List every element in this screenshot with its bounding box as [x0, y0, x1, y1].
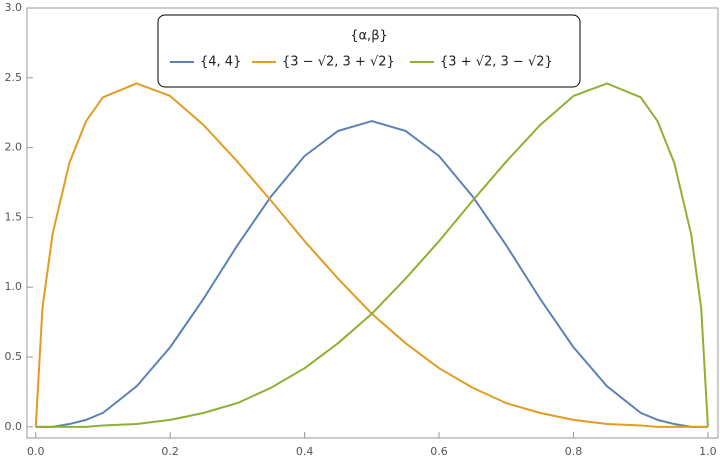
- y-tick-label: 1.0: [5, 280, 23, 293]
- y-tick-label: 2.0: [5, 141, 23, 154]
- y-tick-label: 0.5: [5, 350, 23, 363]
- x-tick-label: 0.8: [565, 445, 583, 458]
- y-tick-label: 3.0: [5, 1, 23, 14]
- line-series: [34, 82, 708, 428]
- legend-label: {3 + √2, 3 − √2}: [440, 55, 553, 70]
- line-series: [35, 82, 709, 428]
- line-series: [35, 120, 708, 428]
- x-tick-label: 0.6: [430, 445, 448, 458]
- legend: {α,β} {4, 4} {3 − √2, 3 + √2} {3 + √2, 3 − …: [157, 14, 581, 88]
- x-tick-label: 0.0: [27, 445, 45, 458]
- x-tick-label: 0.2: [161, 445, 179, 458]
- legend-title: {α,β}: [350, 29, 388, 44]
- legend-box: [157, 14, 581, 88]
- y-tick-label: 2.5: [5, 71, 23, 84]
- plot-frame: [26, 7, 719, 439]
- x-tick-label: 1.0: [699, 445, 717, 458]
- x-tick-label: 0.4: [296, 445, 314, 458]
- y-tick-label: 1.5: [5, 210, 23, 223]
- y-tick-label: 0.0: [5, 420, 23, 433]
- legend-label: {3 − √2, 3 + √2}: [282, 55, 395, 70]
- legend-label: {4, 4}: [200, 55, 241, 70]
